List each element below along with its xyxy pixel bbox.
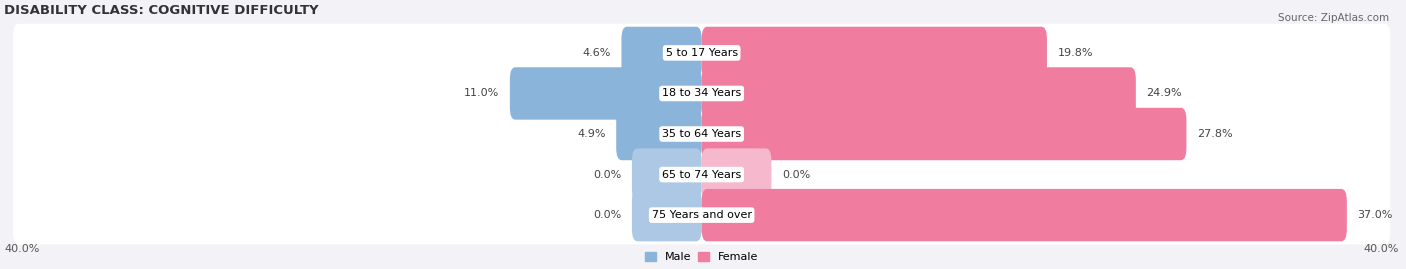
Text: 40.0%: 40.0% bbox=[1364, 244, 1399, 254]
Text: 4.6%: 4.6% bbox=[582, 48, 612, 58]
Text: 27.8%: 27.8% bbox=[1197, 129, 1233, 139]
FancyBboxPatch shape bbox=[631, 189, 702, 241]
Text: 24.9%: 24.9% bbox=[1146, 89, 1182, 98]
FancyBboxPatch shape bbox=[13, 186, 1391, 245]
Text: 75 Years and over: 75 Years and over bbox=[651, 210, 752, 220]
FancyBboxPatch shape bbox=[616, 108, 702, 160]
Text: Source: ZipAtlas.com: Source: ZipAtlas.com bbox=[1278, 13, 1389, 23]
Text: 40.0%: 40.0% bbox=[4, 244, 39, 254]
FancyBboxPatch shape bbox=[13, 24, 1391, 82]
FancyBboxPatch shape bbox=[702, 108, 1187, 160]
Text: 18 to 34 Years: 18 to 34 Years bbox=[662, 89, 741, 98]
Text: 0.0%: 0.0% bbox=[593, 210, 621, 220]
FancyBboxPatch shape bbox=[702, 148, 772, 201]
Text: 0.0%: 0.0% bbox=[782, 169, 810, 180]
Text: 11.0%: 11.0% bbox=[464, 89, 499, 98]
Text: 5 to 17 Years: 5 to 17 Years bbox=[665, 48, 738, 58]
FancyBboxPatch shape bbox=[621, 27, 702, 79]
FancyBboxPatch shape bbox=[510, 67, 702, 120]
Text: 35 to 64 Years: 35 to 64 Years bbox=[662, 129, 741, 139]
FancyBboxPatch shape bbox=[702, 67, 1136, 120]
FancyBboxPatch shape bbox=[702, 189, 1347, 241]
Text: 19.8%: 19.8% bbox=[1057, 48, 1092, 58]
Text: 65 to 74 Years: 65 to 74 Years bbox=[662, 169, 741, 180]
Legend: Male, Female: Male, Female bbox=[641, 247, 763, 267]
FancyBboxPatch shape bbox=[631, 148, 702, 201]
Text: 4.9%: 4.9% bbox=[578, 129, 606, 139]
Text: 37.0%: 37.0% bbox=[1357, 210, 1393, 220]
Text: DISABILITY CLASS: COGNITIVE DIFFICULTY: DISABILITY CLASS: COGNITIVE DIFFICULTY bbox=[4, 4, 319, 17]
FancyBboxPatch shape bbox=[13, 145, 1391, 204]
Text: 0.0%: 0.0% bbox=[593, 169, 621, 180]
FancyBboxPatch shape bbox=[702, 27, 1047, 79]
FancyBboxPatch shape bbox=[13, 64, 1391, 123]
FancyBboxPatch shape bbox=[13, 105, 1391, 163]
